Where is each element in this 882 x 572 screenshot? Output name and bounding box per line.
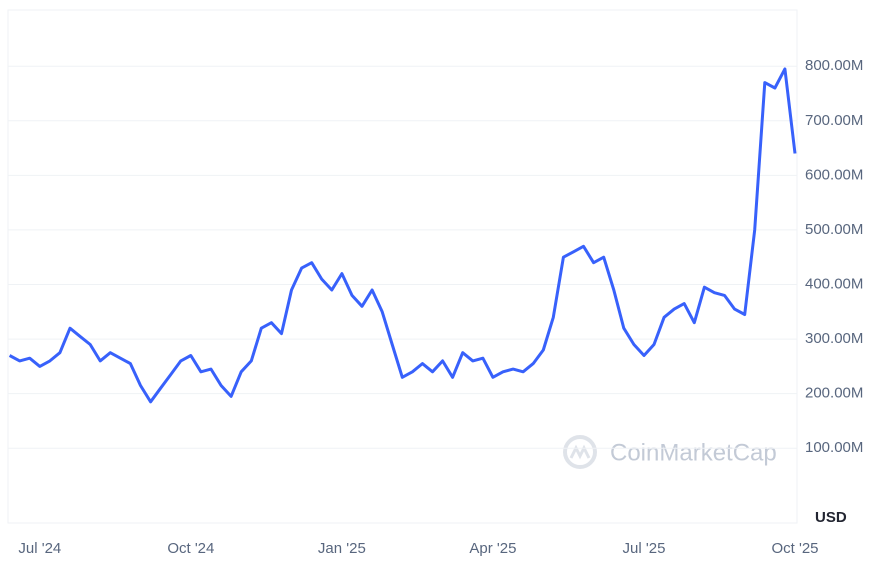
y-tick-label: 600.00M — [805, 166, 863, 183]
y-tick-label: 700.00M — [805, 112, 863, 129]
watermark: CoinMarketCap — [610, 439, 777, 466]
x-tick-label: Apr '25 — [469, 540, 516, 557]
y-tick-label: 300.00M — [805, 330, 863, 347]
y-tick-label: 200.00M — [805, 385, 863, 402]
x-tick-label: Oct '25 — [771, 540, 818, 557]
y-tick-label: 100.00M — [805, 439, 863, 456]
plot-frame — [7, 9, 798, 524]
x-tick-label: Jul '24 — [18, 540, 61, 557]
x-tick-label: Jan '25 — [318, 540, 366, 557]
x-tick-label: Oct '24 — [167, 540, 214, 557]
y-unit: USD — [815, 509, 847, 526]
y-tick-label: 400.00M — [805, 275, 863, 292]
y-tick-label: 500.00M — [805, 221, 863, 238]
price-line — [8, 67, 797, 404]
watermark-logo — [563, 435, 597, 469]
x-tick-label: Jul '25 — [623, 540, 666, 557]
y-tick-label: 800.00M — [805, 57, 863, 74]
